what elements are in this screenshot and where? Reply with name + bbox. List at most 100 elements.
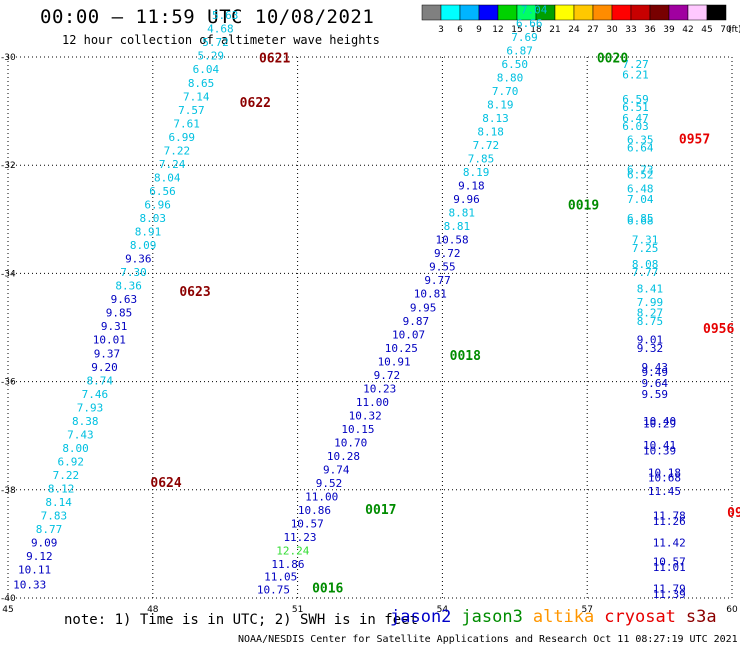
colorbar-label: 18 — [530, 25, 542, 35]
swh-value: 7.24 — [159, 158, 186, 171]
swh-value: 9.85 — [106, 307, 133, 320]
x-tick-label: 54 — [437, 605, 449, 615]
swh-value: 4.68 — [207, 23, 234, 36]
swh-value: 9.49 — [642, 366, 669, 379]
legend-jason3: jason3 — [461, 607, 523, 627]
swh-value: 10.01 — [93, 334, 126, 347]
swh-value: 10.28 — [327, 450, 360, 463]
swh-value: 9.01 — [637, 334, 664, 347]
legend-jason2: jason2 — [390, 607, 452, 627]
x-tick-label: 51 — [292, 605, 303, 615]
swh-value: 9.43 — [642, 361, 669, 374]
swh-value: 7.85 — [468, 152, 495, 165]
footer-note: note: 1) Time is in UTC; 2) SWH is in fe… — [64, 612, 419, 628]
swh-value: 10.40 — [643, 415, 676, 428]
page-title: 00:00 – 11:59 UTC 10/08/2021 — [40, 6, 375, 28]
swh-value: 8.36 — [115, 280, 142, 293]
y-tick-label: -30 — [1, 53, 16, 63]
swh-value: 7.57 — [178, 104, 205, 117]
colorbar-label: 3 — [438, 25, 444, 35]
x-tick-label: 45 — [2, 605, 13, 615]
y-tick-label: -40 — [1, 594, 16, 604]
swh-value: 5.63 — [212, 9, 239, 22]
swh-value: 5.72 — [202, 36, 229, 49]
colorbar-label: 27 — [587, 25, 598, 35]
swh-value: 10.58 — [435, 234, 468, 247]
swh-value: 9.18 — [458, 180, 485, 193]
swh-value: 9.31 — [101, 320, 128, 333]
swh-value: 11.45 — [648, 485, 681, 498]
swh-value: 6.21 — [622, 69, 649, 82]
swh-value: 9.12 — [26, 550, 53, 563]
swh-value: 7.93 — [77, 401, 104, 414]
swh-value: 8.19 — [463, 166, 490, 179]
swh-value: 11.42 — [653, 537, 686, 550]
swh-value: 9.32 — [637, 342, 664, 355]
swh-value: 6.50 — [502, 58, 529, 71]
swh-value: 9.64 — [642, 377, 669, 390]
colorbar-label: 12 — [492, 25, 503, 35]
swh-value: 9.37 — [94, 347, 121, 360]
swh-value: 9.09 — [31, 537, 58, 550]
swh-value: 11.00 — [356, 396, 389, 409]
swh-value: 6.04 — [193, 63, 220, 76]
swh-value: 7.04 — [521, 4, 548, 17]
swh-value: 8.14 — [45, 496, 72, 509]
swh-value: 8.08 — [632, 258, 659, 271]
y-tick-label: -32 — [1, 161, 16, 171]
colorbar-label: 21 — [549, 25, 560, 35]
swh-value: 7.22 — [164, 144, 191, 157]
swh-value: 9.72 — [374, 369, 401, 382]
pass-label: 0018 — [450, 349, 481, 364]
swh-value: 7.70 — [492, 85, 519, 98]
swh-value: 6.48 — [627, 182, 654, 195]
swh-value: 10.11 — [18, 564, 51, 577]
swh-value: 7.99 — [637, 296, 664, 309]
swh-value: 10.57 — [291, 518, 324, 531]
pass-label: 0622 — [240, 96, 271, 111]
swh-value: 11.05 — [264, 571, 297, 584]
swh-value: 7.61 — [173, 117, 200, 130]
swh-value: 8.13 — [482, 112, 509, 125]
colorbar-swatch — [706, 4, 727, 21]
swh-value: 6.59 — [622, 93, 649, 106]
swh-value: 7.46 — [82, 388, 109, 401]
swh-value: 7.83 — [41, 510, 68, 523]
colorbar-label: 6 — [457, 25, 463, 35]
swh-value: 11.79 — [653, 583, 686, 596]
legend-s3a: s3a — [685, 607, 717, 627]
swh-value: 8.18 — [477, 125, 504, 138]
swh-value: 10.91 — [378, 355, 411, 368]
y-tick-label: -34 — [1, 269, 16, 279]
pass-label: 0955 — [727, 506, 740, 521]
swh-value: 8.12 — [48, 483, 75, 496]
swh-value: 10.33 — [13, 578, 46, 591]
swh-value: 6.52 — [627, 169, 654, 182]
swh-value: 6.47 — [622, 112, 649, 125]
swh-value: 9.74 — [323, 464, 350, 477]
swh-value: 10.23 — [363, 382, 396, 395]
colorbar-label: 15 — [511, 25, 522, 35]
swh-value: 7.30 — [120, 266, 147, 279]
swh-value: 11.01 — [653, 561, 686, 574]
swh-value: 9.59 — [642, 388, 669, 401]
swh-value: 7.27 — [622, 58, 649, 71]
swh-value: 8.19 — [487, 98, 514, 111]
swh-value: 8.09 — [130, 239, 157, 252]
colorbar-label: 42 — [682, 25, 693, 35]
swh-value: 9.20 — [91, 361, 118, 374]
swh-value: 11.26 — [653, 515, 686, 528]
swh-value: 6.68 — [627, 215, 654, 228]
colorbar-label: 30 — [606, 25, 618, 35]
swh-value: 9.72 — [434, 247, 461, 260]
swh-value: 11.39 — [653, 588, 686, 601]
swh-value: 8.38 — [72, 415, 99, 428]
swh-value: 9.52 — [316, 477, 343, 490]
swh-value: 9.95 — [410, 301, 437, 314]
swh-value: 8.27 — [637, 307, 664, 320]
swh-value: 10.57 — [653, 556, 686, 569]
swh-value: 6.85 — [627, 212, 654, 225]
swh-value: 10.75 — [257, 584, 290, 597]
